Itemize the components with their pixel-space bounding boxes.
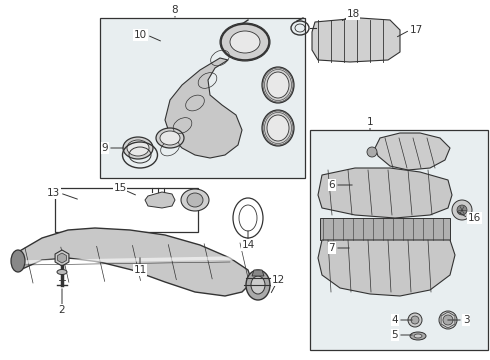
Ellipse shape <box>57 270 67 274</box>
Polygon shape <box>312 18 400 62</box>
Ellipse shape <box>181 189 209 211</box>
Text: 17: 17 <box>410 25 423 35</box>
Text: 6: 6 <box>328 180 335 190</box>
Ellipse shape <box>220 23 270 61</box>
Circle shape <box>408 313 422 327</box>
Polygon shape <box>252 270 264 276</box>
Ellipse shape <box>187 193 203 207</box>
Ellipse shape <box>414 334 422 338</box>
Bar <box>310 130 488 350</box>
Ellipse shape <box>262 110 294 146</box>
Polygon shape <box>318 240 455 296</box>
Text: 14: 14 <box>242 240 255 250</box>
Polygon shape <box>18 228 252 296</box>
Ellipse shape <box>230 31 260 53</box>
Text: 12: 12 <box>271 275 285 285</box>
Text: 2: 2 <box>59 305 65 315</box>
Text: 10: 10 <box>134 30 147 40</box>
Ellipse shape <box>410 332 426 340</box>
Text: 1: 1 <box>367 117 373 127</box>
Text: 18: 18 <box>346 9 360 19</box>
Polygon shape <box>55 250 69 266</box>
Ellipse shape <box>11 250 25 272</box>
Text: 4: 4 <box>392 315 398 325</box>
Ellipse shape <box>251 276 265 294</box>
Ellipse shape <box>127 140 149 156</box>
Ellipse shape <box>160 131 180 145</box>
Ellipse shape <box>123 137 153 159</box>
Polygon shape <box>318 168 452 218</box>
Text: 8: 8 <box>172 5 178 15</box>
Circle shape <box>439 311 457 329</box>
Ellipse shape <box>156 128 184 148</box>
Ellipse shape <box>246 270 270 300</box>
Circle shape <box>457 205 467 215</box>
Ellipse shape <box>267 72 289 98</box>
Text: 11: 11 <box>133 265 147 275</box>
Text: 5: 5 <box>392 330 398 340</box>
Bar <box>100 18 305 178</box>
Text: 16: 16 <box>468 213 481 223</box>
Circle shape <box>367 147 377 157</box>
Circle shape <box>411 316 419 324</box>
Bar <box>320 218 450 240</box>
Ellipse shape <box>262 67 294 103</box>
Polygon shape <box>58 253 66 263</box>
Text: 13: 13 <box>47 188 60 198</box>
Polygon shape <box>165 58 242 158</box>
Polygon shape <box>145 192 175 208</box>
Circle shape <box>443 315 453 325</box>
Text: 7: 7 <box>328 243 335 253</box>
Text: 9: 9 <box>101 143 108 153</box>
Bar <box>55 188 198 232</box>
Polygon shape <box>375 133 450 170</box>
Circle shape <box>452 200 472 220</box>
Text: 15: 15 <box>113 183 126 193</box>
Ellipse shape <box>267 115 289 141</box>
Text: 3: 3 <box>463 315 469 325</box>
